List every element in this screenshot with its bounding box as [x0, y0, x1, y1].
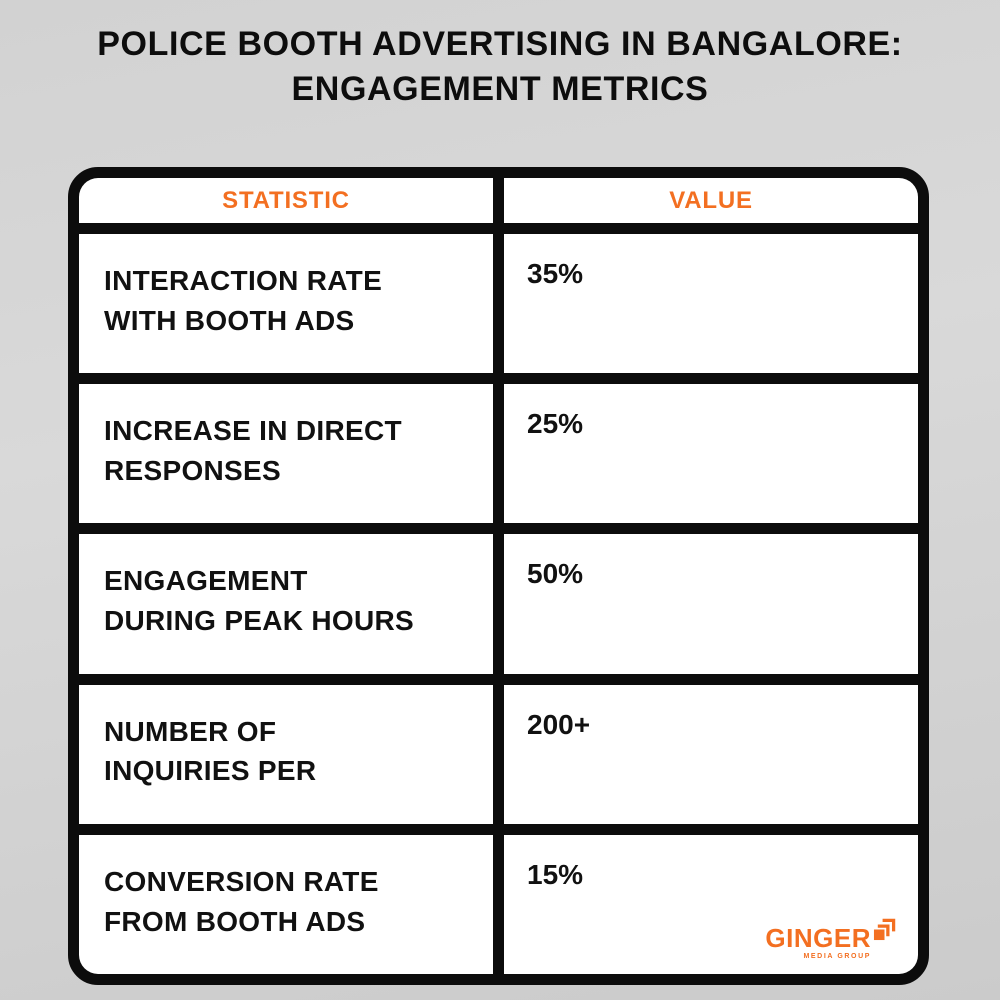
logo-subtitle: MEDIA GROUP: [803, 952, 871, 960]
value-cell-inquiries: 200+: [504, 684, 918, 824]
value-text: 15%: [527, 858, 584, 890]
page-title: POLICE BOOTH ADVERTISING IN BANGALORE: E…: [97, 25, 903, 109]
statistic-cell-interaction-rate: INTERACTION RATE WITH BOOTH ADS: [79, 234, 493, 374]
statistic-cell-inquiries: NUMBER OF INQUIRIES PER: [79, 684, 493, 824]
statistic-cell-direct-responses: INCREASE IN DIRECT RESPONSES: [79, 384, 493, 524]
value-cell-peak-hours: 50%: [504, 534, 918, 674]
statistic-cell-conversion-rate: CONVERSION RATE FROM BOOTH ADS: [79, 834, 493, 974]
column-header-statistic: STATISTIC: [79, 178, 493, 223]
engagement-metrics-table: STATISTIC VALUE INTERACTION RATE WITH BO…: [68, 167, 929, 985]
value-cell-conversion-rate: 15% GINGER MEDIA GROUP: [504, 834, 918, 974]
logo-wordmark: GINGER: [765, 922, 871, 953]
ginger-media-group-logo: GINGER MEDIA GROUP: [765, 918, 896, 960]
value-cell-direct-responses: 25%: [504, 384, 918, 524]
statistic-cell-peak-hours: ENGAGEMENT DURING PEAK HOURS: [79, 534, 493, 674]
stacked-squares-icon: [873, 918, 896, 941]
value-cell-interaction-rate: 35%: [504, 234, 918, 374]
column-header-value: VALUE: [504, 178, 918, 223]
